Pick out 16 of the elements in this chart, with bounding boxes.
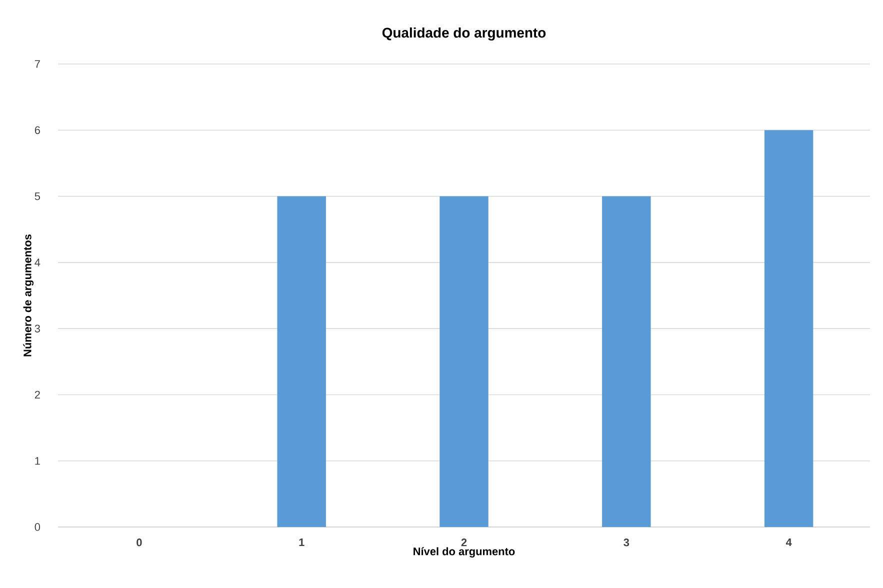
y-tick-label: 2 — [34, 390, 40, 399]
y-tick-label: 0 — [34, 523, 40, 531]
x-axis-title: Nível do argumento — [414, 547, 515, 558]
y-tick-label: 4 — [34, 258, 40, 266]
y-axis-title: Número de argumentos — [23, 234, 34, 356]
x-tick-label: 3 — [624, 538, 630, 546]
x-tick-label: 4 — [786, 538, 792, 546]
y-tick-label: 3 — [34, 324, 40, 332]
x-tick-label: 1 — [299, 538, 304, 546]
y-tick-label: 1 — [35, 457, 40, 465]
x-tick-label: 0 — [136, 538, 142, 546]
y-tick-label: 5 — [34, 192, 40, 200]
y-tick-label: 7 — [34, 60, 40, 68]
y-tick-label: 6 — [34, 126, 40, 134]
chart-title: Qualidade do argumento — [382, 27, 546, 41]
x-tick-label: 2 — [461, 538, 467, 546]
